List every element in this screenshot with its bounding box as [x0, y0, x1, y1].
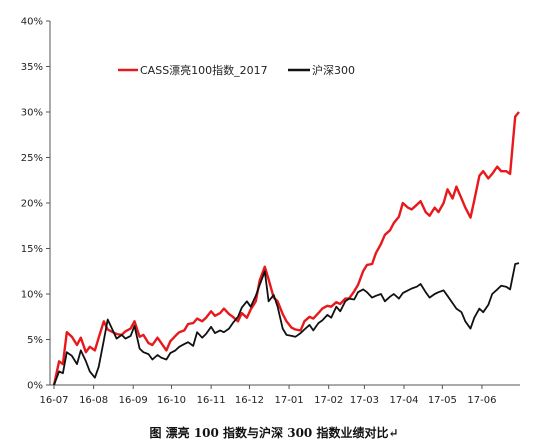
series-line-cass-pretty-100 [52, 111, 520, 386]
y-tick-label: 20% [21, 199, 43, 210]
x-tick-label: 17-02 [314, 395, 343, 406]
x-tick-label: 16-09 [119, 395, 148, 406]
y-tick-label: 25% [21, 153, 43, 164]
y-tick-label: 30% [21, 108, 43, 119]
x-tick-label: 17-06 [467, 395, 496, 406]
x-tick-label: 16-11 [197, 395, 226, 406]
series-layer [52, 111, 520, 386]
y-tick-label: 5% [27, 335, 43, 346]
x-tick-label: 16-07 [39, 395, 68, 406]
x-tick-label: 17-04 [389, 395, 418, 406]
y-tick-label: 40% [21, 17, 43, 28]
y-tick-label: 10% [21, 290, 43, 301]
line-chart: 0%5%10%15%20%25%30%35%40% 16-07 16-08 16-0… [21, 17, 520, 406]
figure-caption: 图 漂亮 100 指数与沪深 300 指数业绩对比↵ [149, 426, 399, 440]
x-tick-label: 16-10 [157, 395, 186, 406]
x-tick-label: 16-12 [235, 395, 264, 406]
y-tick-label: 0% [27, 381, 43, 392]
x-tick-label: 17-01 [275, 395, 304, 406]
legend: CASS漂亮100指数_2017 沪深300 [118, 63, 355, 77]
series-line-csi-300 [53, 262, 520, 386]
legend-item-csi-300-label: 沪深300 [312, 63, 355, 77]
x-axis: 16-07 16-08 16-09 16-10 16-11 16-12 17-01 17-02… [39, 384, 520, 406]
x-tick-label: 17-05 [428, 395, 457, 406]
y-axis: 0% 5% 10% 15% 20% 25% 30% 35% 40% [21, 17, 51, 392]
x-tick-label: 16-08 [79, 395, 108, 406]
legend-item-cass-pretty-100-label: CASS漂亮100指数_2017 [140, 63, 268, 77]
x-tick-label: 17-03 [350, 395, 379, 406]
y-tick-label: 35% [21, 62, 43, 73]
y-tick-label: 15% [21, 244, 43, 255]
